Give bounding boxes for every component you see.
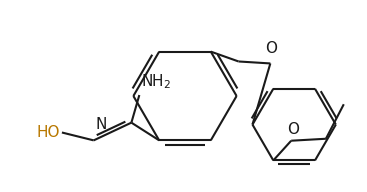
Text: NH$_2$: NH$_2$ [141, 72, 171, 91]
Text: O: O [287, 122, 299, 137]
Text: N: N [96, 118, 107, 132]
Text: O: O [265, 41, 277, 55]
Text: HO: HO [36, 125, 60, 140]
